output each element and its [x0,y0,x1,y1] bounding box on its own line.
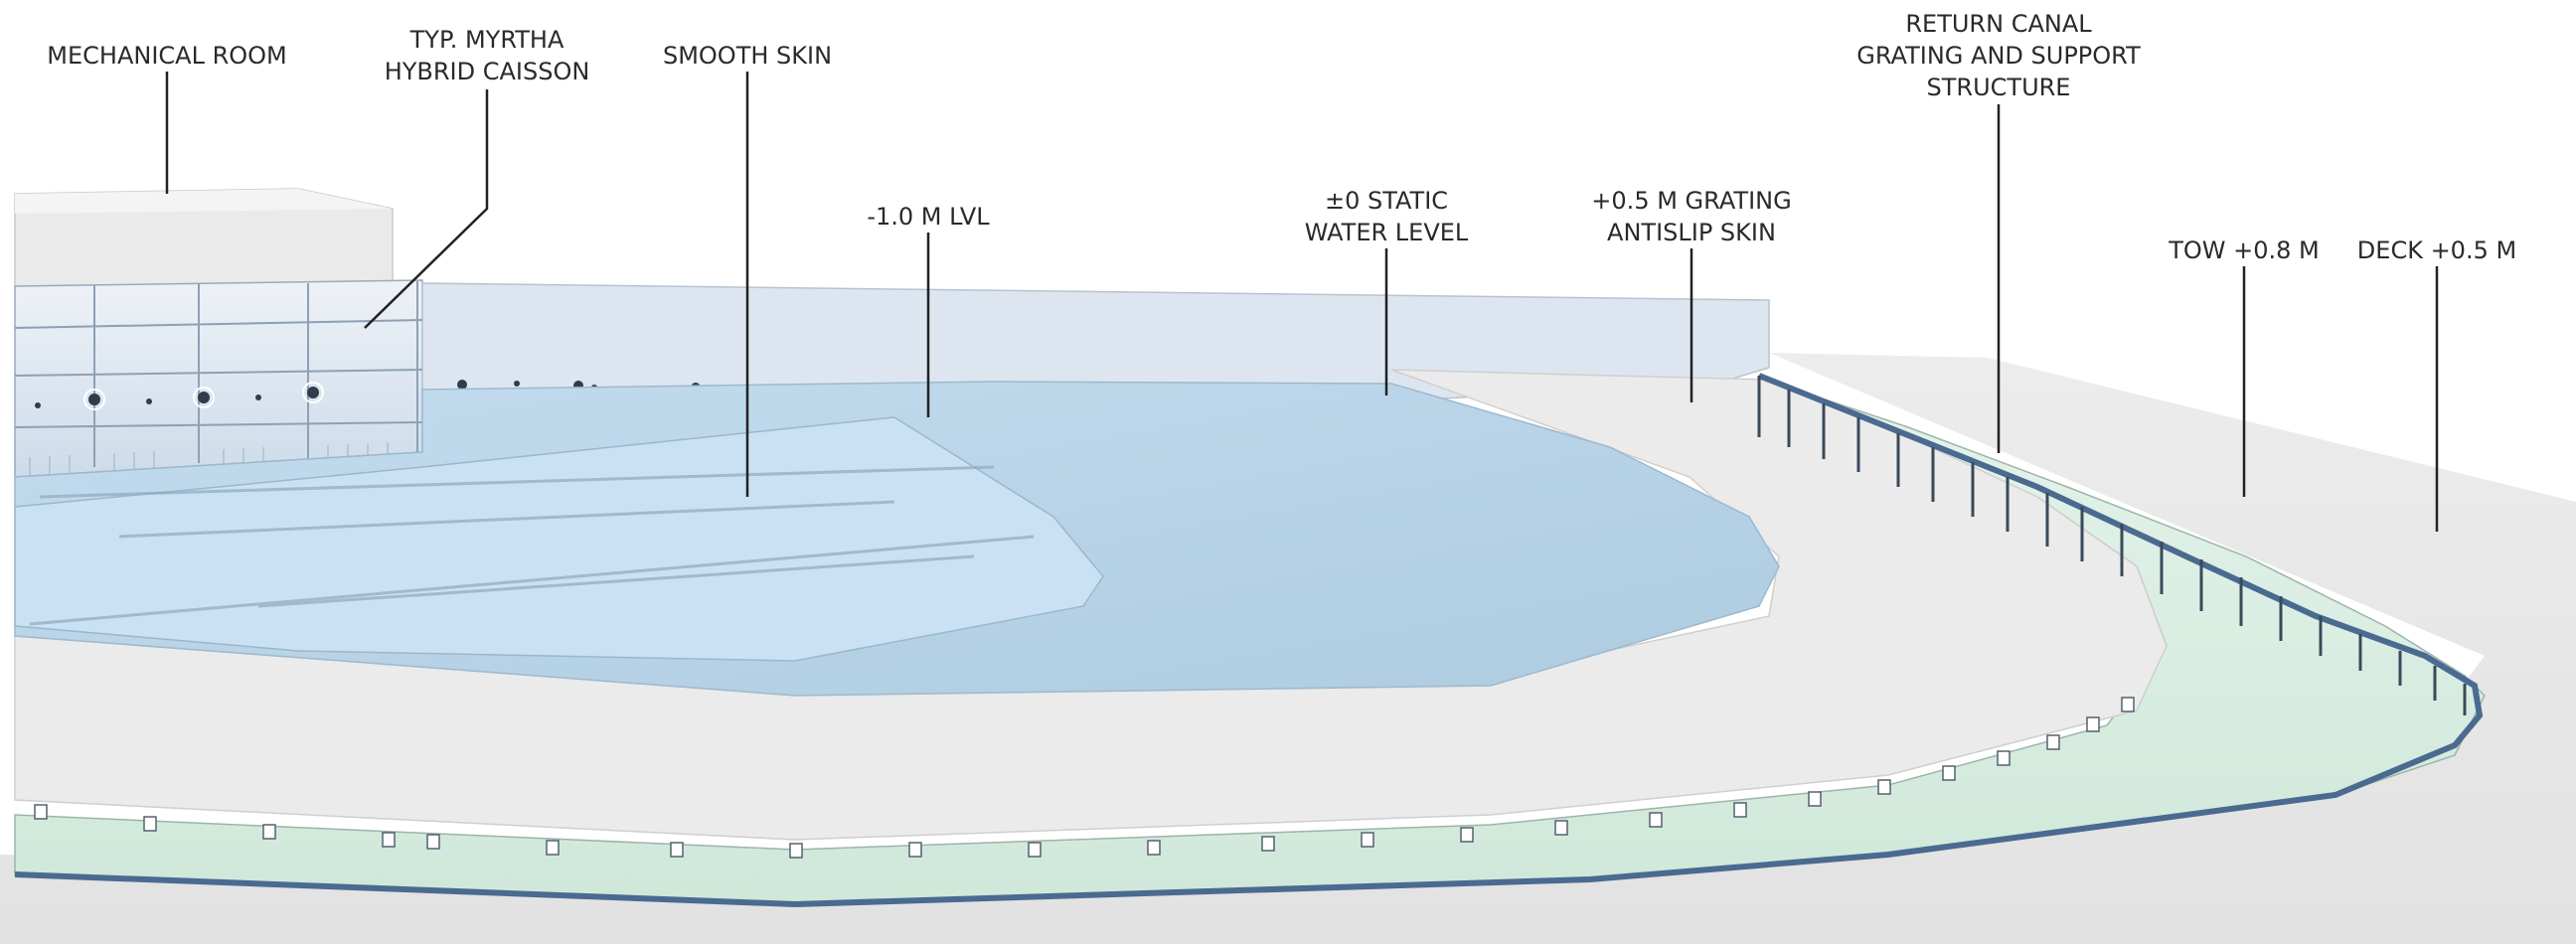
mechanical-room-block [14,188,394,289]
label-minus-one-level: -1.0 M LVL [867,203,990,231]
grating-posts [1757,376,2467,715]
label-mechanical-room: MECHANICAL ROOM [47,42,287,70]
label-tow: TOW +0.8 M [2169,236,2320,264]
smooth-skin-zone [14,416,1104,662]
label-smooth-skin: SMOOTH SKIN [662,42,833,70]
label-static-water-level: ±0 STATIC WATER LEVEL [1304,187,1469,246]
leader-caisson [364,89,489,329]
leader-lines [165,72,2439,532]
return-canal-rim [14,373,2484,908]
label-caisson: TYP. MYRTHA HYBRID CAISSON [384,26,590,85]
label-return-canal: RETURN CANAL GRATING AND SUPPORT STRUCTU… [1856,10,2141,101]
label-deck: DECK +0.5 M [2356,236,2517,264]
front-wall-vents [34,697,2135,859]
label-grating-antislip: +0.5 M GRATING ANTISLIP SKIN [1591,187,1792,246]
wave-ripples [29,465,1035,626]
